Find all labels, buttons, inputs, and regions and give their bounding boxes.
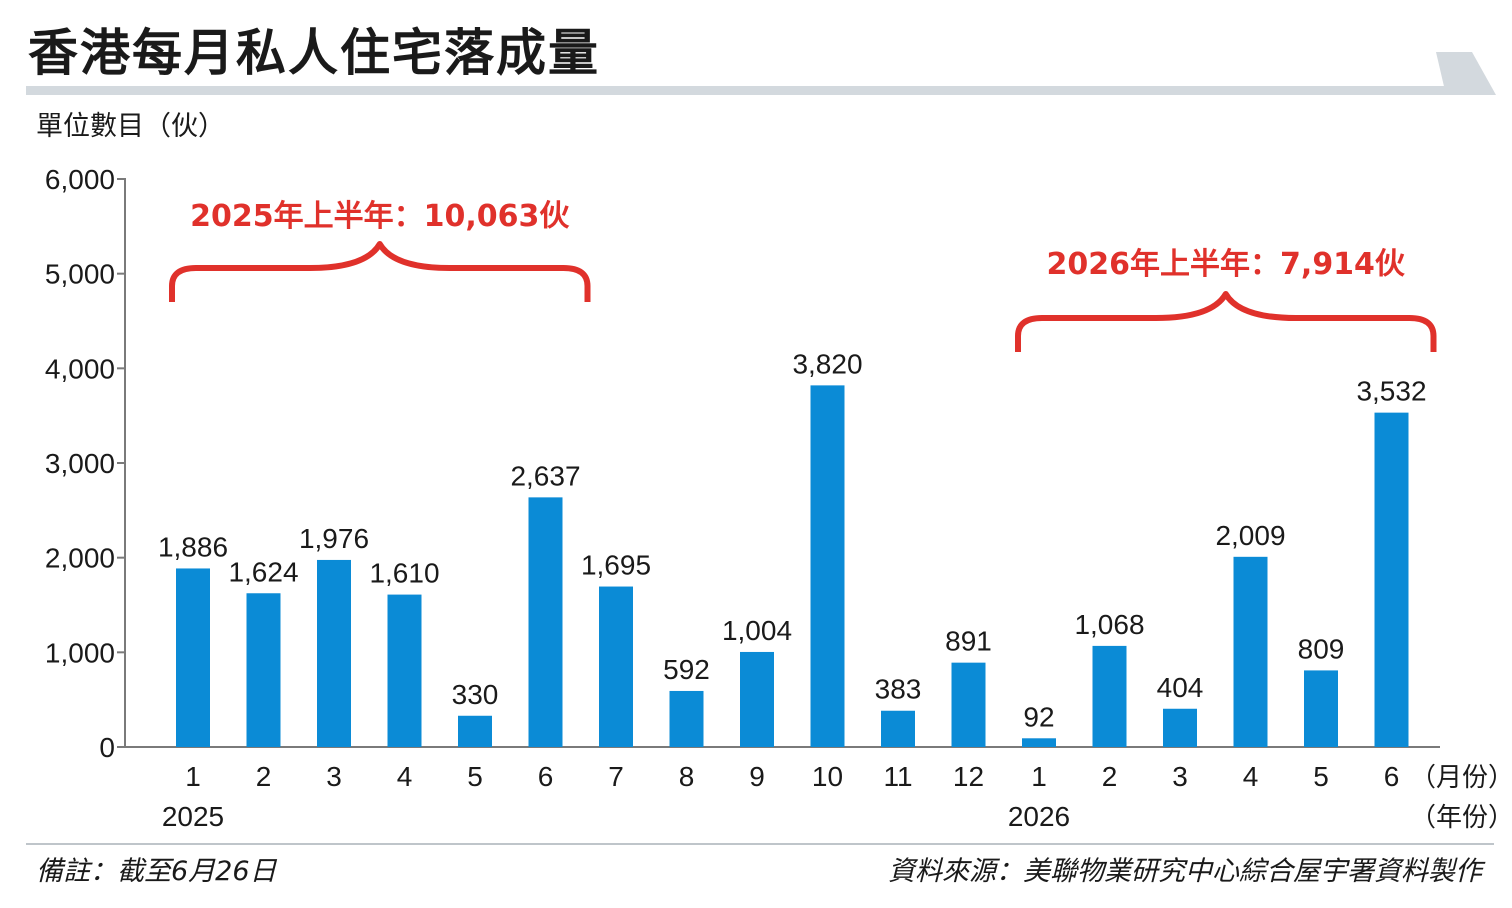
bar-value-label: 809 [1298, 633, 1345, 664]
bracket-2 [1015, 291, 1437, 352]
bar-value-label: 330 [452, 679, 499, 710]
x-tick-label: 5 [1313, 761, 1329, 792]
bar [1233, 556, 1268, 747]
bracket-label-1: 2025年上半年：10,063伙 [190, 199, 570, 234]
bar-value-label: 92 [1023, 701, 1054, 732]
year-label: 2025 [162, 801, 224, 832]
x-tick-label: 3 [326, 761, 342, 792]
title-arrow-icon [1436, 52, 1496, 95]
footnote: 備註：截至6月26日 [36, 856, 277, 887]
bar-value-label: 891 [945, 626, 992, 657]
bar-value-label: 3,820 [792, 348, 862, 379]
x-tick-label: 4 [397, 761, 413, 792]
bar [317, 559, 351, 747]
x-tick-label: 7 [608, 761, 624, 792]
bar [458, 715, 492, 747]
y-tick-label: 6,000 [45, 164, 115, 195]
annotations: 2025年上半年：10,063伙 2026年上半年：7,914伙 [169, 199, 1437, 352]
bracket-label-2: 2026年上半年：7,914伙 [1047, 247, 1406, 282]
bar-value-label: 1,004 [722, 615, 792, 646]
bar-value-label: 1,976 [299, 523, 369, 554]
x-tick-label: 3 [1172, 761, 1188, 792]
x-unit-month-label: （月份） [1410, 763, 1512, 793]
bar [740, 651, 774, 747]
y-axis-unit-label: 單位數目（伙） [36, 111, 225, 142]
y-tick-label: 4,000 [45, 353, 115, 384]
bar-value-label: 404 [1157, 672, 1204, 703]
x-tick-label: 11 [883, 761, 912, 792]
bar [1022, 738, 1056, 747]
bar-value-label: 3,532 [1356, 376, 1426, 407]
source-note: 資料來源：美聯物業研究中心綜合屋宇署資料製作 [888, 856, 1482, 887]
x-tick-label: 5 [467, 761, 483, 792]
x-tick-label: 4 [1243, 761, 1259, 792]
x-tick-label: 1 [1031, 761, 1047, 792]
x-tick-label: 1 [185, 761, 201, 792]
bar-value-label: 1,624 [228, 556, 298, 587]
bar [528, 497, 563, 747]
bar-value-label: 1,695 [581, 550, 651, 581]
bar [669, 690, 704, 747]
x-tick-label: 6 [1384, 761, 1400, 792]
bar-value-label: 2,009 [1215, 520, 1285, 551]
labels: 1,886 1 1,624 2 1,976 3 1,610 4 330 5 2,637 6 1,695 7… [158, 348, 1512, 833]
bar [1374, 412, 1409, 747]
bars [176, 385, 1409, 747]
x-tick-label: 8 [679, 761, 695, 792]
bar-value-label: 1,068 [1074, 609, 1144, 640]
x-tick-label: 10 [812, 761, 843, 792]
bracket-1 [169, 241, 591, 302]
bar [387, 594, 422, 747]
x-tick-label: 2 [1102, 761, 1118, 792]
bar-value-label: 1,610 [369, 558, 439, 589]
bar-value-label: 2,637 [510, 460, 580, 491]
year-label: 2026 [1008, 801, 1070, 832]
footer-divider [26, 843, 1494, 845]
y-tick-label: 0 [99, 732, 115, 763]
bar-value-label: 383 [875, 674, 922, 705]
bar-value-label: 592 [663, 654, 710, 685]
x-tick-label: 2 [256, 761, 272, 792]
y-tick-label: 1,000 [45, 637, 115, 668]
chart-title: 香港每月私人住宅落成量 [28, 24, 600, 82]
bar-value-label: 1,886 [158, 531, 228, 562]
bar [599, 586, 633, 747]
x-tick-label: 12 [953, 761, 984, 792]
bar [1304, 670, 1338, 747]
bar [176, 568, 210, 747]
bar [1092, 645, 1127, 747]
y-tick-label: 5,000 [45, 259, 115, 290]
y-tick-label: 2,000 [45, 543, 115, 574]
x-tick-label: 6 [538, 761, 554, 792]
bar [246, 593, 281, 747]
bar [1163, 708, 1197, 747]
bar [810, 385, 845, 747]
axes: 0 1,000 2,000 3,000 4,000 5,000 6,000 [45, 164, 1440, 763]
x-tick-label: 9 [749, 761, 765, 792]
bar [881, 710, 915, 747]
x-unit-year-label: （年份） [1410, 803, 1512, 833]
y-tick-label: 3,000 [45, 448, 115, 479]
bar [951, 662, 986, 747]
title-underline-bar [26, 86, 1466, 95]
